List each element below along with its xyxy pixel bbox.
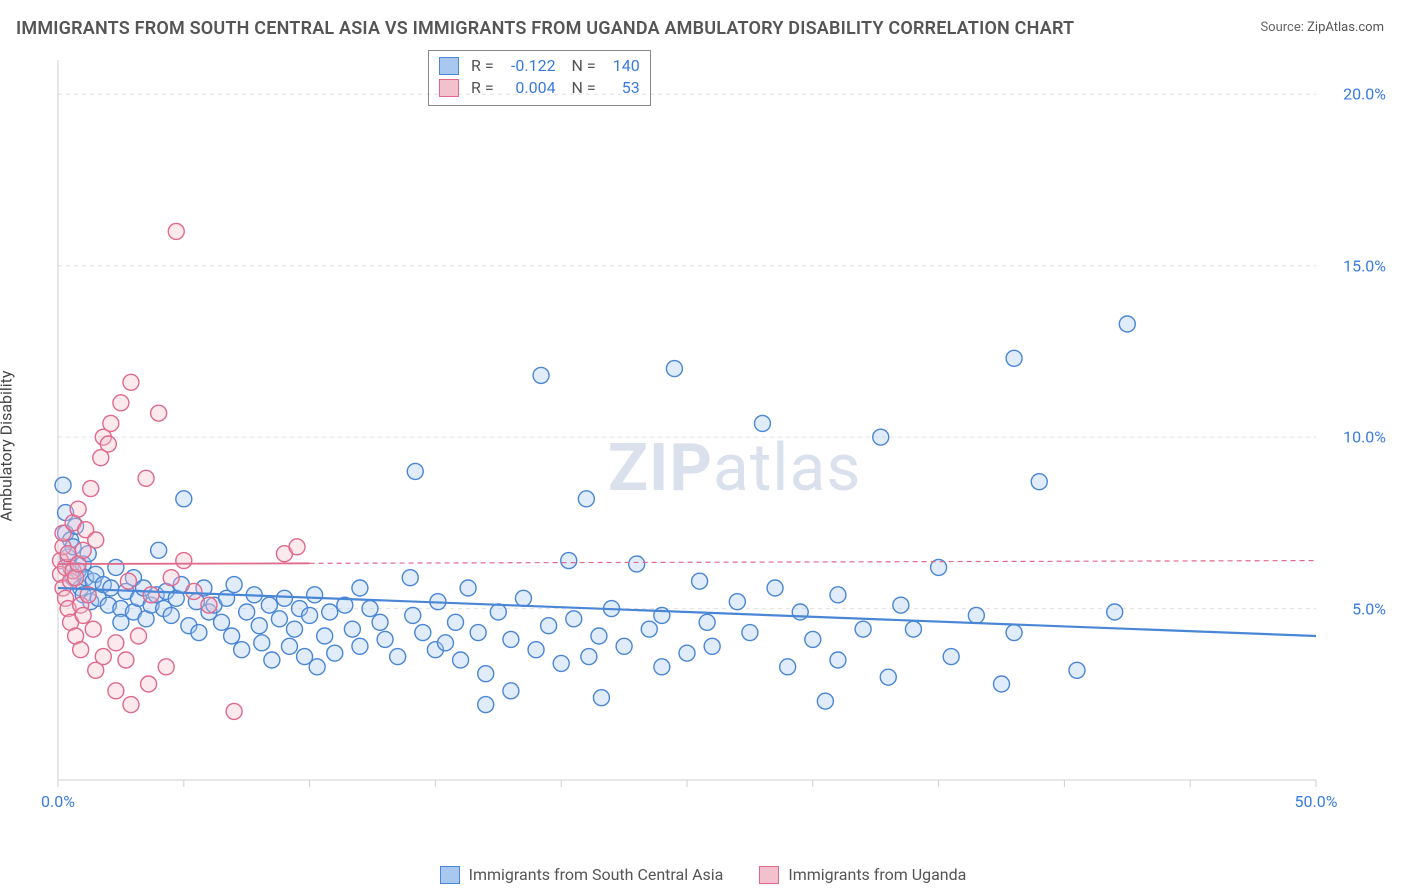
- y-axis-label: Ambulatory Disability: [0, 371, 16, 522]
- legend-r-value-uganda: 0.004: [498, 77, 556, 99]
- legend-n-value-sca: 140: [600, 55, 640, 77]
- legend-bottom-swatch-uganda: [759, 866, 779, 884]
- legend-n-label-sca: N =: [572, 56, 596, 75]
- y-tick-label: 5.0%: [1352, 599, 1386, 618]
- legend-label-sca: Immigrants from South Central Asia: [469, 865, 724, 884]
- x-tick-label: 50.0%: [1295, 792, 1338, 811]
- scatter-plot: [48, 50, 1386, 810]
- y-tick-label: 10.0%: [1343, 428, 1386, 447]
- legend-swatch-sca: [439, 57, 459, 75]
- legend-r-value-sca: -0.122: [498, 55, 556, 77]
- legend-item-uganda: Immigrants from Uganda: [759, 865, 966, 884]
- legend-r-label-sca: R =: [471, 56, 494, 75]
- y-tick-label: 20.0%: [1343, 85, 1386, 104]
- x-tick-label: 0.0%: [41, 792, 75, 811]
- legend-r-label-uganda: R =: [471, 78, 494, 97]
- legend-swatch-uganda: [439, 79, 459, 97]
- legend-correlation-box: R = -0.122 N = 140 R = 0.004 N = 53: [428, 50, 651, 106]
- source-label: Source:: [1260, 20, 1303, 35]
- source-site: ZipAtlas.com: [1307, 20, 1384, 35]
- legend-n-label-uganda: N =: [572, 78, 596, 97]
- legend-bottom-swatch-sca: [440, 866, 460, 884]
- legend-label-uganda: Immigrants from Uganda: [788, 865, 966, 884]
- source-attribution: Source: ZipAtlas.com: [1260, 20, 1384, 35]
- y-tick-label: 15.0%: [1343, 256, 1386, 275]
- chart-area: ZIPatlas R = -0.122 N = 140 R = 0.004 N …: [48, 50, 1386, 810]
- legend-item-sca: Immigrants from South Central Asia: [440, 865, 724, 884]
- legend-series: Immigrants from South Central Asia Immig…: [0, 865, 1406, 884]
- legend-n-value-uganda: 53: [600, 77, 640, 99]
- legend-row-uganda: R = 0.004 N = 53: [439, 77, 640, 99]
- chart-title: IMMIGRANTS FROM SOUTH CENTRAL ASIA VS IM…: [16, 18, 1074, 39]
- legend-row-sca: R = -0.122 N = 140: [439, 55, 640, 77]
